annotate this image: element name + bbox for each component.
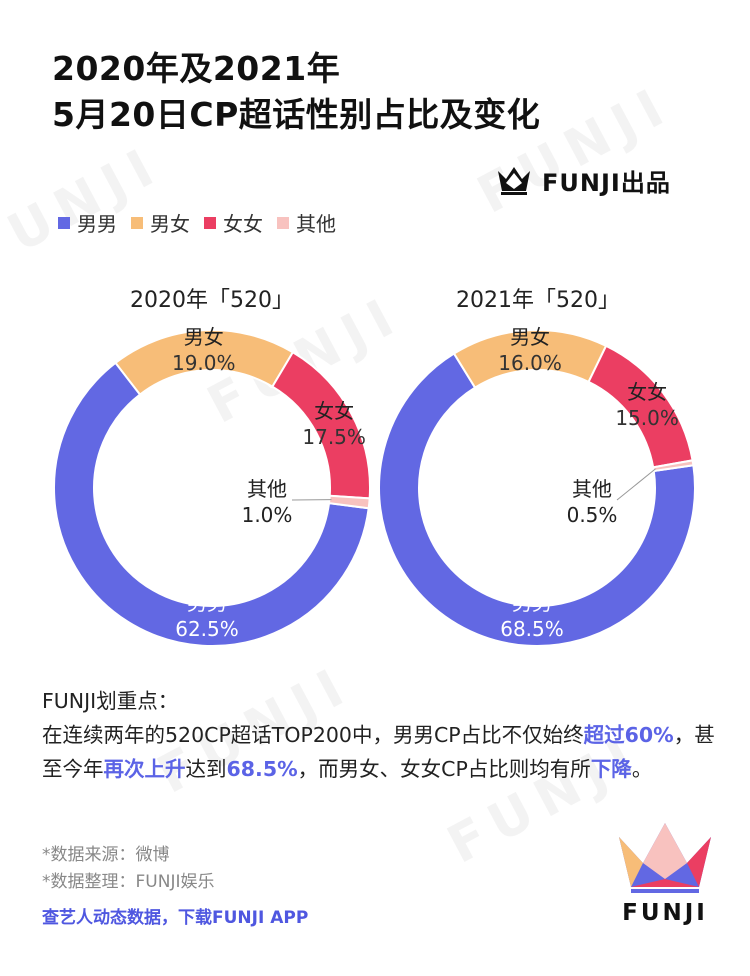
- data-compiled: *数据整理：FUNJI娱乐: [42, 872, 215, 892]
- pie-slice: [652, 459, 695, 473]
- slice-category-label: 其他: [247, 477, 287, 501]
- leader-line: [616, 468, 656, 501]
- note-highlight: 超过60%: [583, 723, 674, 747]
- legend-label: 男女: [150, 212, 190, 236]
- download-app-link[interactable]: 查艺人动态数据，下载FUNJI APP: [42, 908, 309, 928]
- pie-slice: [327, 494, 371, 510]
- legend-item-other: 其他: [277, 208, 336, 237]
- note-text: 达到: [185, 757, 227, 781]
- note-highlight: 再次上升: [103, 757, 186, 781]
- brand-text: FUNJI出品: [542, 168, 671, 197]
- note-text: 在连续两年的520CP超话TOP200中，男男CP占比不仅始终: [42, 723, 584, 747]
- legend-swatch: [204, 216, 216, 229]
- chart-title-2020: 2020年「520」: [130, 288, 294, 313]
- chart-title-2021: 2021年「520」: [456, 288, 620, 313]
- slice-value-label: 17.5%: [302, 425, 366, 449]
- slice-value-label: 1.0%: [242, 503, 293, 527]
- slice-value-label: 19.0%: [172, 351, 236, 375]
- slice-value-label: 16.0%: [498, 351, 562, 375]
- legend: 男男 男女 女女 其他: [58, 208, 350, 237]
- slice-category-label: 男女: [510, 325, 550, 349]
- slice-value-label: 0.5%: [567, 503, 618, 527]
- legend-swatch: [277, 216, 289, 229]
- note-highlight: 下降: [590, 757, 632, 781]
- logo-text: FUNJI: [622, 900, 708, 926]
- key-points-body: 在连续两年的520CP超话TOP200中，男男CP占比不仅始终超过60%，甚至今…: [42, 718, 722, 786]
- key-points-heading: FUNJI划重点：: [42, 689, 179, 713]
- key-points: FUNJI划重点： 在连续两年的520CP超话TOP200中，男男CP占比不仅始…: [42, 684, 722, 786]
- slice-value-label: 15.0%: [615, 406, 679, 430]
- note-text: ，甚至今年: [42, 723, 715, 781]
- data-source: *数据来源：微博: [42, 845, 170, 865]
- funji-crown-icon: [619, 823, 711, 893]
- legend-item-mm: 男男: [58, 208, 117, 237]
- slice-category-label: 其他: [572, 477, 612, 501]
- legend-item-mf: 男女: [131, 208, 190, 237]
- crown-icon: [498, 167, 530, 195]
- slice-category-label: 男女: [184, 325, 224, 349]
- slice-category-label: 女女: [314, 399, 354, 423]
- brand-mark: FUNJI出品: [496, 160, 671, 200]
- title-line-1: 2020年及2021年: [52, 49, 341, 88]
- title-line-2: 5月20日CP超话性别占比及变化: [52, 95, 541, 134]
- legend-label: 男男: [77, 212, 117, 236]
- note-text: ，而男女、女女CP占比则均有所: [297, 757, 591, 781]
- note-text: 。: [631, 757, 653, 781]
- slice-value-label: 62.5%: [175, 617, 239, 641]
- slice-category-label: 男男: [187, 591, 227, 615]
- legend-label: 女女: [223, 212, 263, 236]
- sources: *数据来源：微博 *数据整理：FUNJI娱乐: [42, 842, 214, 896]
- legend-label: 其他: [296, 212, 336, 236]
- pie-slice: [53, 361, 370, 647]
- slice-value-label: 68.5%: [500, 617, 564, 641]
- legend-swatch: [131, 216, 143, 229]
- slice-category-label: 男男: [512, 591, 552, 615]
- legend-item-ff: 女女: [204, 208, 263, 237]
- pie-slice: [378, 352, 696, 647]
- note-highlight: 68.5%: [226, 757, 298, 781]
- legend-swatch: [58, 216, 70, 229]
- page-title: 2020年及2021年 5月20日CP超话性别占比及变化: [52, 46, 540, 138]
- slice-category-label: 女女: [627, 380, 667, 404]
